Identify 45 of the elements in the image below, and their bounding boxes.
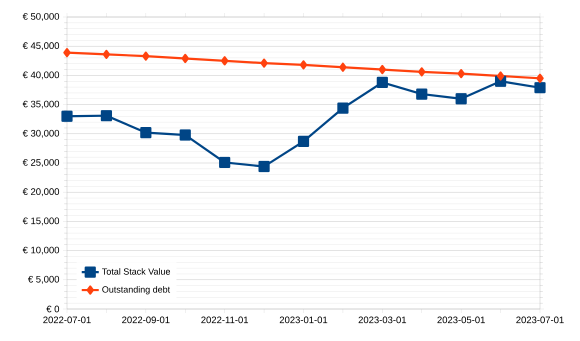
point xyxy=(102,50,110,59)
point xyxy=(182,54,189,64)
x-tick-label: 2023-01-01 xyxy=(280,316,328,324)
point xyxy=(457,69,465,78)
x-tick-label: 2022-07-01 xyxy=(43,316,91,324)
y-tick-label: € 45,000 xyxy=(22,42,60,50)
y-tick-label: € 0 xyxy=(46,306,60,312)
point xyxy=(298,136,310,147)
point xyxy=(456,93,467,104)
point xyxy=(220,56,228,66)
point xyxy=(142,52,150,61)
point xyxy=(63,48,71,58)
point xyxy=(258,160,270,172)
y-tick-label: € 20,000 xyxy=(22,188,60,196)
point xyxy=(536,74,544,83)
point xyxy=(416,88,428,100)
point xyxy=(337,102,349,114)
point xyxy=(219,156,230,168)
x-tick-label: 2022-09-01 xyxy=(122,316,170,324)
y-tick-label: € 50,000 xyxy=(22,13,60,21)
legend-label: Outstanding debt xyxy=(102,286,170,294)
point xyxy=(376,76,388,88)
point xyxy=(140,127,152,138)
point xyxy=(180,129,191,141)
point xyxy=(496,71,504,81)
point xyxy=(418,67,426,76)
y-tick-label: € 5,000 xyxy=(28,276,60,284)
y-tick-label: € 35,000 xyxy=(22,100,60,109)
x-tick-label: 2023-07-01 xyxy=(516,316,564,324)
point xyxy=(378,64,386,74)
y-tick-label: € 40,000 xyxy=(22,71,60,80)
point xyxy=(339,62,347,72)
x-tick-label: 2023-05-01 xyxy=(437,316,485,324)
y-tick-label: € 15,000 xyxy=(22,217,60,226)
point xyxy=(260,58,268,68)
y-tick-label: € 25,000 xyxy=(22,159,60,167)
legend-label: Total Stack Value xyxy=(102,268,170,275)
point xyxy=(100,110,112,122)
x-tick-label: 2022-11-01 xyxy=(201,316,248,324)
x-tick-label: 2023-03-01 xyxy=(358,316,406,324)
y-tick-label: € 30,000 xyxy=(22,130,60,138)
point xyxy=(61,110,73,122)
point xyxy=(300,60,308,70)
y-tick-label: € 10,000 xyxy=(22,246,60,255)
point xyxy=(534,82,546,94)
